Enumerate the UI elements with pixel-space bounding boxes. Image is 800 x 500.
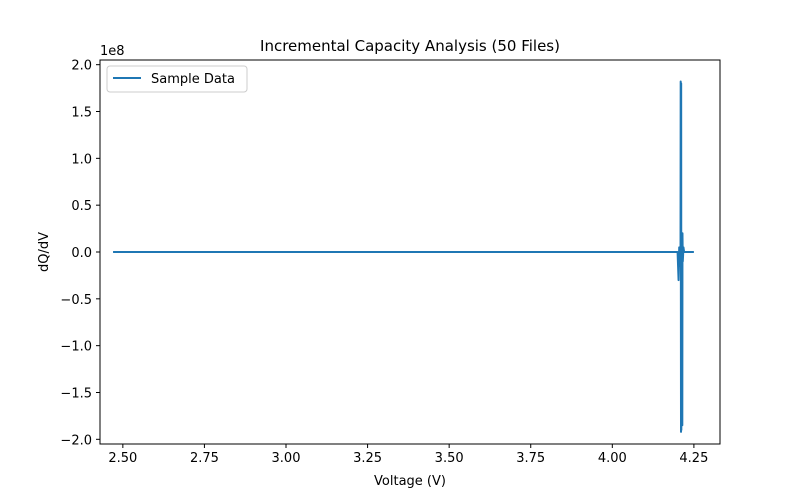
y-tick-label: −2.0: [60, 433, 92, 448]
legend: Sample Data: [106, 65, 248, 93]
x-tick-label: 3.75: [516, 451, 545, 466]
x-axis-label: Voltage (V): [374, 474, 446, 489]
y-tick-label: 1.0: [71, 152, 92, 167]
y-tick-label: 0.0: [71, 246, 92, 261]
x-tick-label: 4.25: [679, 451, 708, 466]
x-tick-label: 4.00: [598, 451, 627, 466]
y-axis: −2.0 −1.5 −1.0 −0.5 0.0 0.5 1.0 1.5 2.0: [60, 59, 100, 448]
x-tick-label: 2.75: [190, 451, 219, 466]
x-tick-label: 3.25: [353, 451, 382, 466]
legend-box: [106, 65, 248, 93]
x-tick-label: 2.50: [108, 451, 137, 466]
y-tick-label: 1.5: [71, 106, 92, 121]
y-axis-label: dQ/dV: [37, 232, 52, 272]
x-tick-label: 3.50: [435, 451, 464, 466]
chart-title: Incremental Capacity Analysis (50 Files): [260, 37, 560, 55]
legend-label: Sample Data: [151, 72, 235, 87]
y-tick-label: 2.0: [71, 59, 92, 74]
x-axis: 2.50 2.75 3.00 3.25 3.50 3.75 4.00 4.25: [108, 444, 708, 466]
y-tick-label: −0.5: [60, 293, 92, 308]
y-tick-label: −1.5: [60, 386, 92, 401]
y-tick-label: −1.0: [60, 340, 92, 355]
y-tick-label: 0.5: [71, 199, 92, 214]
y-offset-label: 1e8: [100, 44, 125, 59]
x-tick-label: 3.00: [272, 451, 301, 466]
series-line: [113, 80, 694, 433]
